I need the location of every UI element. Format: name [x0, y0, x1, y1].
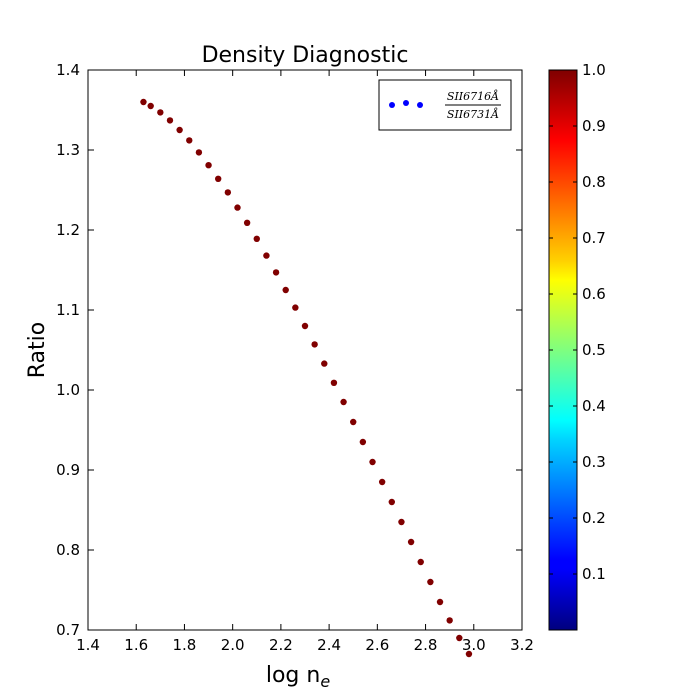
- data-point: [417, 558, 424, 566]
- data-point: [301, 322, 309, 330]
- scatter-points: [140, 98, 473, 658]
- data-point: [176, 126, 183, 134]
- colorbar-tick-label: 0.8: [582, 173, 606, 191]
- legend-marker: [389, 102, 395, 108]
- data-point: [427, 578, 434, 586]
- data-point: [253, 235, 260, 242]
- data-point: [234, 204, 241, 211]
- data-point: [465, 650, 473, 658]
- y-tick-label: 0.7: [56, 621, 80, 639]
- x-tick-label: 2.0: [221, 636, 245, 654]
- colorbar: [548, 69, 578, 631]
- data-point: [186, 137, 193, 144]
- data-point: [292, 304, 299, 311]
- y-tick-label: 0.8: [56, 541, 80, 559]
- y-tick-label: 1.0: [56, 381, 80, 399]
- data-point: [140, 98, 147, 106]
- colorbar-tick-label: 0.2: [582, 509, 606, 527]
- data-point: [243, 219, 251, 226]
- x-tick-label: 1.8: [173, 636, 197, 654]
- colorbar-tick-label: 0.6: [582, 285, 606, 303]
- data-point: [311, 341, 318, 348]
- data-point: [378, 478, 386, 486]
- legend-marker: [417, 102, 423, 108]
- legend-numerator: SII6716Å: [447, 89, 499, 103]
- x-tick-label: 3.0: [462, 636, 486, 654]
- x-axis-title: log ne: [266, 663, 330, 691]
- y-axis-title: Ratio: [25, 322, 50, 378]
- data-point: [272, 269, 280, 276]
- colorbar-tick-label: 0.4: [582, 397, 606, 415]
- data-point: [446, 617, 453, 624]
- data-point: [407, 538, 415, 546]
- colorbar-tick-label: 0.9: [582, 117, 606, 135]
- y-axis: 0.7 0.8 0.9 1.0 1.1 1.2 1.3 1.4: [56, 61, 522, 639]
- data-point: [456, 634, 463, 642]
- y-tick-label: 1.1: [56, 301, 80, 319]
- y-tick-label: 1.4: [56, 61, 80, 79]
- x-tick-label: 1.4: [76, 636, 100, 654]
- colorbar-tick-label: 0.5: [582, 341, 606, 359]
- data-point: [157, 109, 164, 116]
- colorbar-tick-label: 0.1: [582, 565, 606, 583]
- plot-area: [87, 69, 523, 631]
- colorbar-tick-label: 1.0: [582, 61, 606, 79]
- data-point: [282, 286, 289, 294]
- colorbar-tick-label: 0.3: [582, 453, 606, 471]
- x-tick-label: 2.6: [365, 636, 389, 654]
- data-point: [359, 438, 367, 446]
- legend: SII6716Å SII6731Å: [378, 79, 512, 131]
- x-axis: 1.4 1.6 1.8 2.0 2.2 2.4 2.6 2.8 3.0 3.2: [76, 70, 534, 654]
- data-point: [215, 175, 222, 182]
- chart-title: Density Diagnostic: [202, 43, 409, 68]
- colorbar-ticks: 0.1 0.2 0.3 0.4 0.5 0.6 0.7 0.8 0.9 1.0: [549, 61, 606, 583]
- x-tick-label: 3.2: [510, 636, 534, 654]
- data-point: [224, 189, 232, 196]
- data-point: [263, 252, 270, 259]
- x-tick-label: 2.2: [269, 636, 293, 654]
- x-axis-title-main: log n: [266, 663, 320, 688]
- data-point: [436, 598, 444, 606]
- legend-marker: [403, 100, 409, 106]
- data-point: [369, 458, 376, 466]
- data-point: [398, 518, 405, 526]
- data-point: [147, 102, 154, 110]
- data-point: [388, 498, 395, 506]
- x-tick-label: 2.4: [317, 636, 341, 654]
- data-point: [340, 398, 347, 406]
- data-point: [350, 418, 357, 426]
- legend-denominator: SII6731Å: [447, 107, 499, 121]
- data-point: [330, 379, 338, 386]
- y-tick-label: 1.3: [56, 141, 80, 159]
- y-tick-label: 0.9: [56, 461, 80, 479]
- data-point: [195, 149, 203, 156]
- x-tick-label: 1.6: [124, 636, 148, 654]
- data-point: [166, 117, 174, 124]
- x-axis-title-subscript: e: [320, 672, 330, 691]
- y-tick-label: 1.2: [56, 221, 80, 239]
- colorbar-tick-label: 0.7: [582, 229, 606, 247]
- x-tick-label: 2.8: [414, 636, 438, 654]
- data-point: [205, 162, 212, 169]
- data-point: [321, 360, 328, 367]
